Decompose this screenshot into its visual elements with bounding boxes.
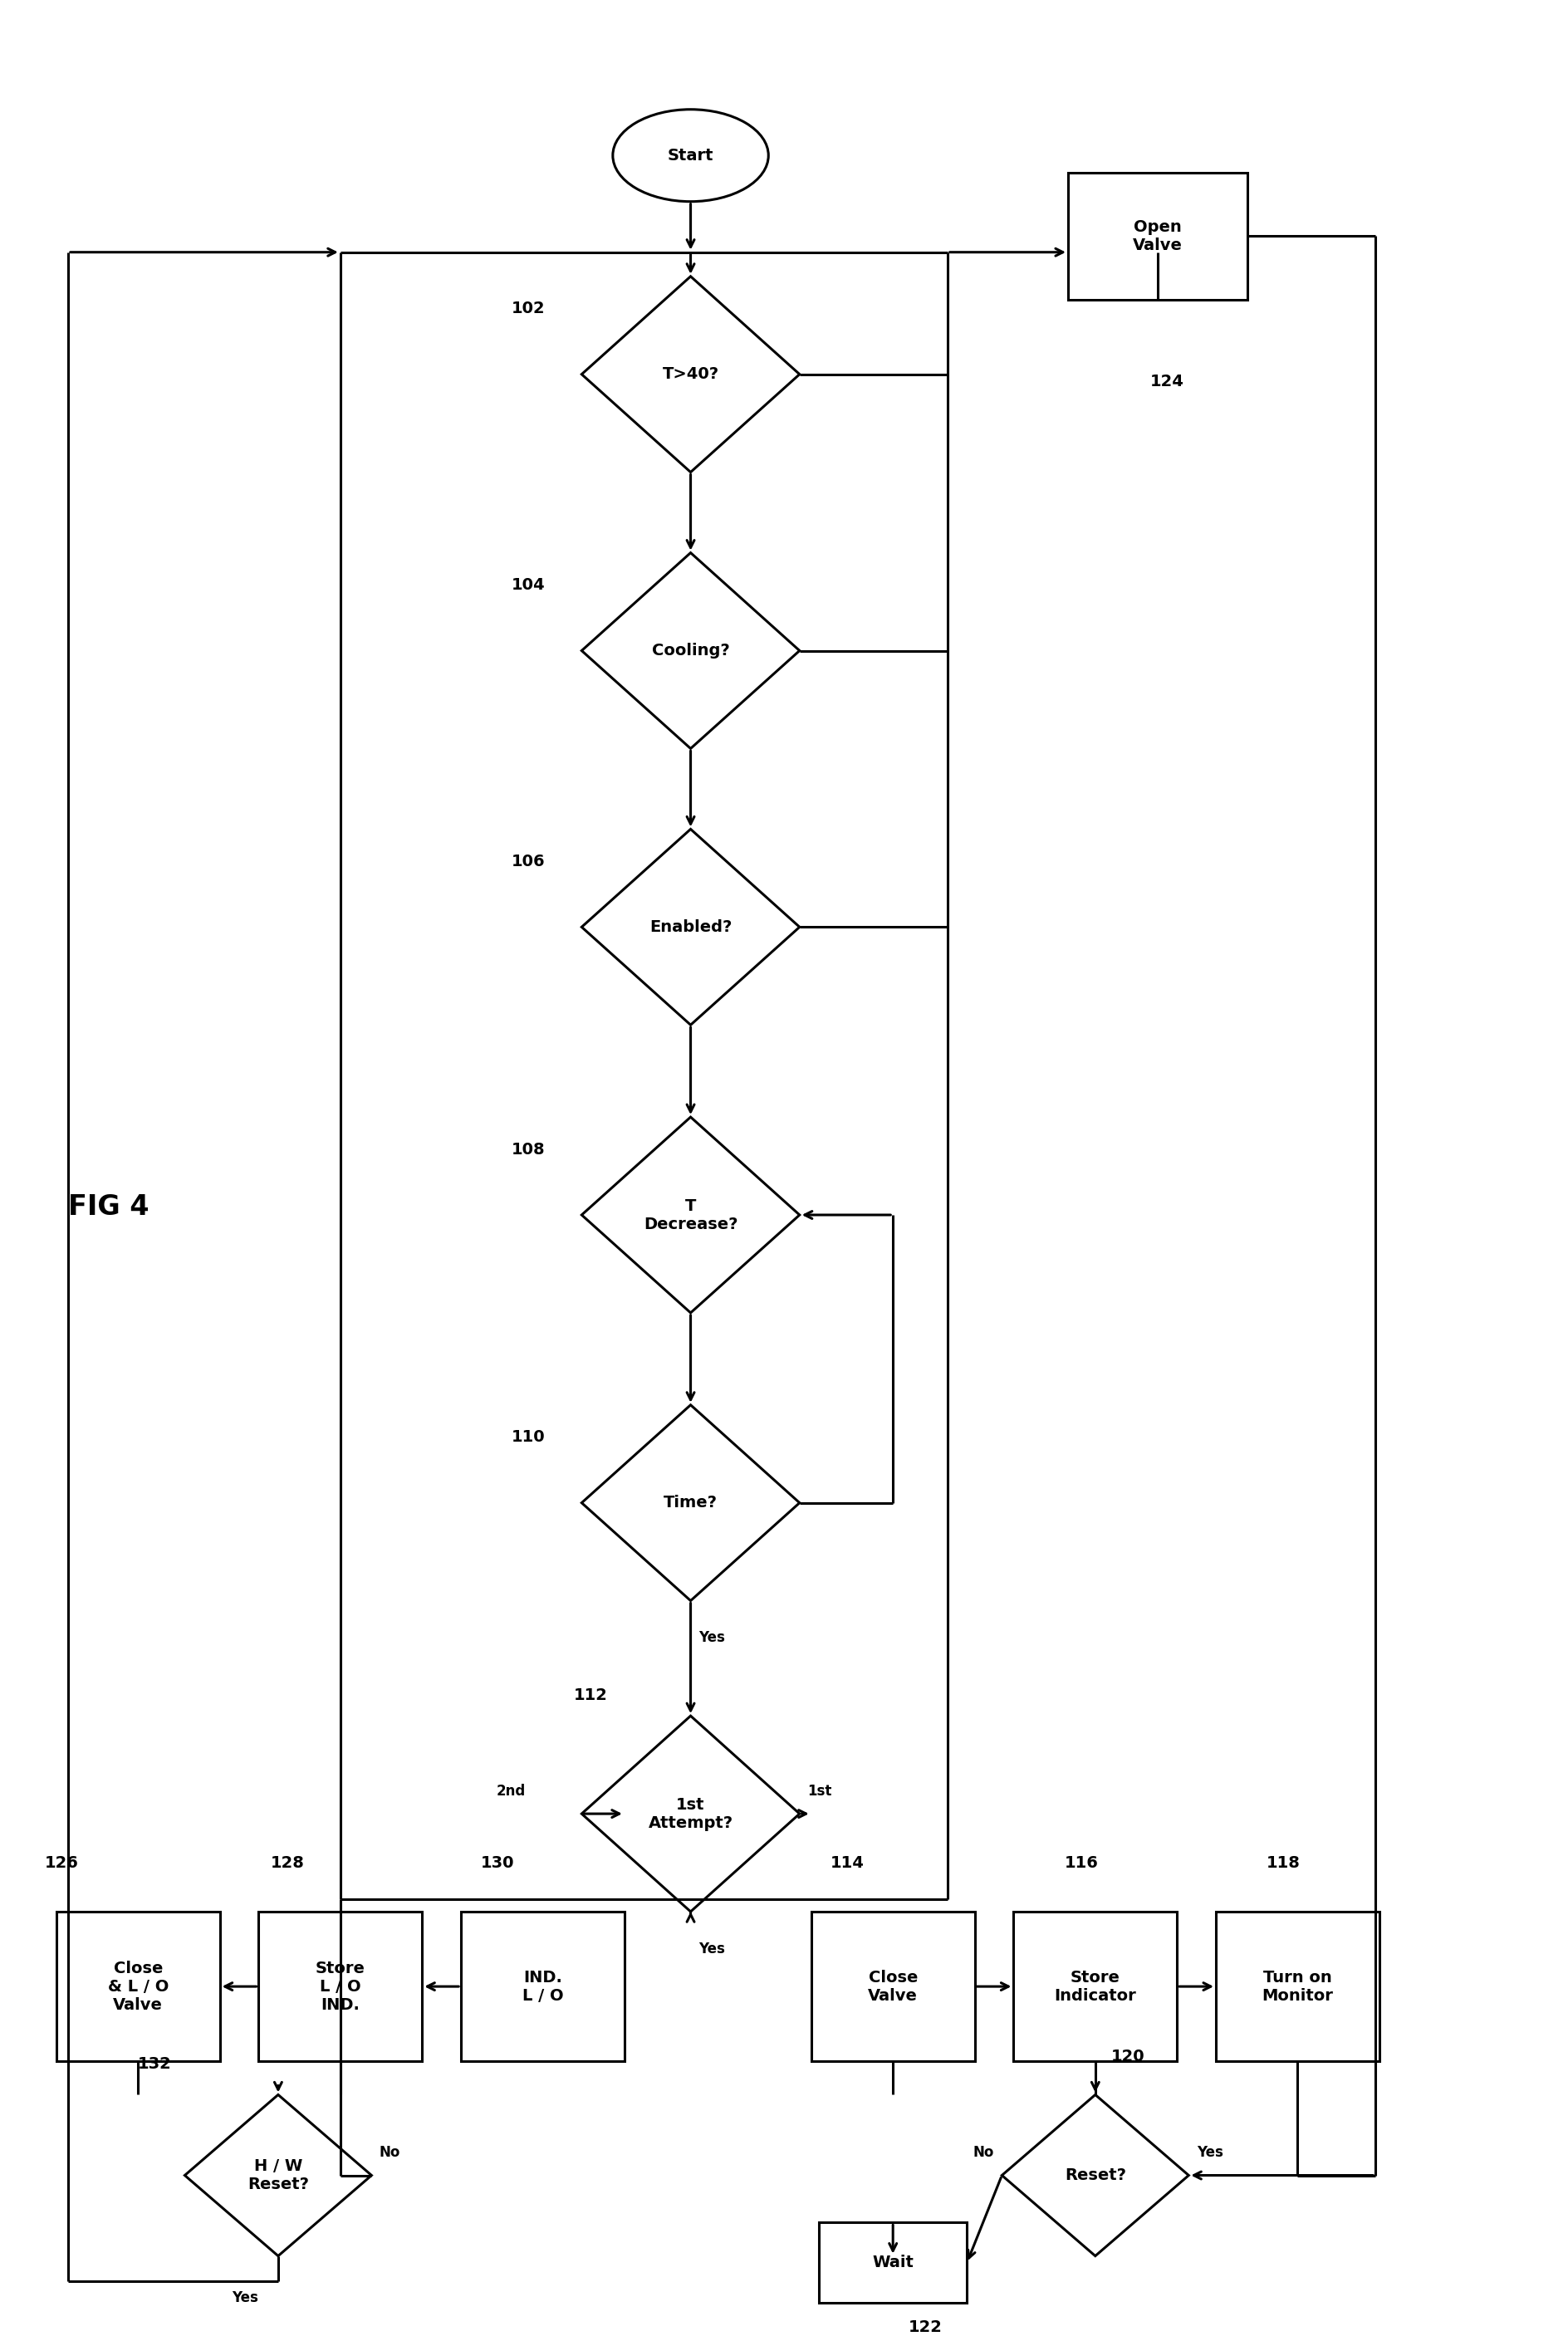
Text: 116: 116 — [1065, 1855, 1098, 1871]
Text: Store
L / O
IND.: Store L / O IND. — [315, 1960, 365, 2014]
Text: Start: Start — [668, 147, 713, 164]
Text: T>40?: T>40? — [662, 367, 718, 383]
Text: Enabled?: Enabled? — [649, 918, 732, 934]
Text: 1st: 1st — [808, 1785, 831, 1799]
Text: Close
& L / O
Valve: Close & L / O Valve — [108, 1960, 168, 2014]
Text: Yes: Yes — [698, 1941, 724, 1958]
Text: No: No — [379, 2144, 400, 2161]
Text: IND.
L / O: IND. L / O — [522, 1969, 563, 2004]
Text: Turn on
Monitor: Turn on Monitor — [1262, 1969, 1333, 2004]
Text: 104: 104 — [511, 577, 546, 593]
Text: 118: 118 — [1267, 1855, 1300, 1871]
Text: 2nd: 2nd — [495, 1785, 525, 1799]
Text: 102: 102 — [511, 301, 546, 318]
Text: Yes: Yes — [1196, 2144, 1223, 2161]
Text: Reset?: Reset? — [1065, 2168, 1126, 2184]
Text: Cooling?: Cooling? — [652, 642, 729, 659]
Text: Store
Indicator: Store Indicator — [1054, 1969, 1137, 2004]
Text: H / W
Reset?: H / W Reset? — [248, 2158, 309, 2194]
Text: 114: 114 — [831, 1855, 864, 1871]
Text: 110: 110 — [511, 1430, 546, 1446]
Text: 106: 106 — [511, 853, 546, 869]
Text: 112: 112 — [574, 1687, 608, 1703]
Text: Open
Valve: Open Valve — [1132, 220, 1182, 252]
Text: 132: 132 — [138, 2056, 172, 2072]
Text: 130: 130 — [480, 1855, 514, 1871]
Text: FIG 4: FIG 4 — [67, 1194, 149, 1222]
Text: Time?: Time? — [663, 1495, 718, 1511]
Text: 122: 122 — [908, 2320, 942, 2336]
Text: Wait: Wait — [872, 2254, 914, 2271]
Text: 1st
Attempt?: 1st Attempt? — [648, 1796, 732, 1831]
Text: Close
Valve: Close Valve — [869, 1969, 917, 2004]
Text: 126: 126 — [44, 1855, 78, 1871]
Text: T
Decrease?: T Decrease? — [643, 1198, 737, 1231]
Text: 124: 124 — [1149, 374, 1184, 390]
Text: No: No — [974, 2144, 994, 2161]
Text: 108: 108 — [511, 1142, 546, 1156]
Text: Yes: Yes — [232, 2289, 257, 2306]
Text: 120: 120 — [1110, 2049, 1145, 2065]
Text: Yes: Yes — [698, 1631, 724, 1645]
Text: 128: 128 — [270, 1855, 304, 1871]
